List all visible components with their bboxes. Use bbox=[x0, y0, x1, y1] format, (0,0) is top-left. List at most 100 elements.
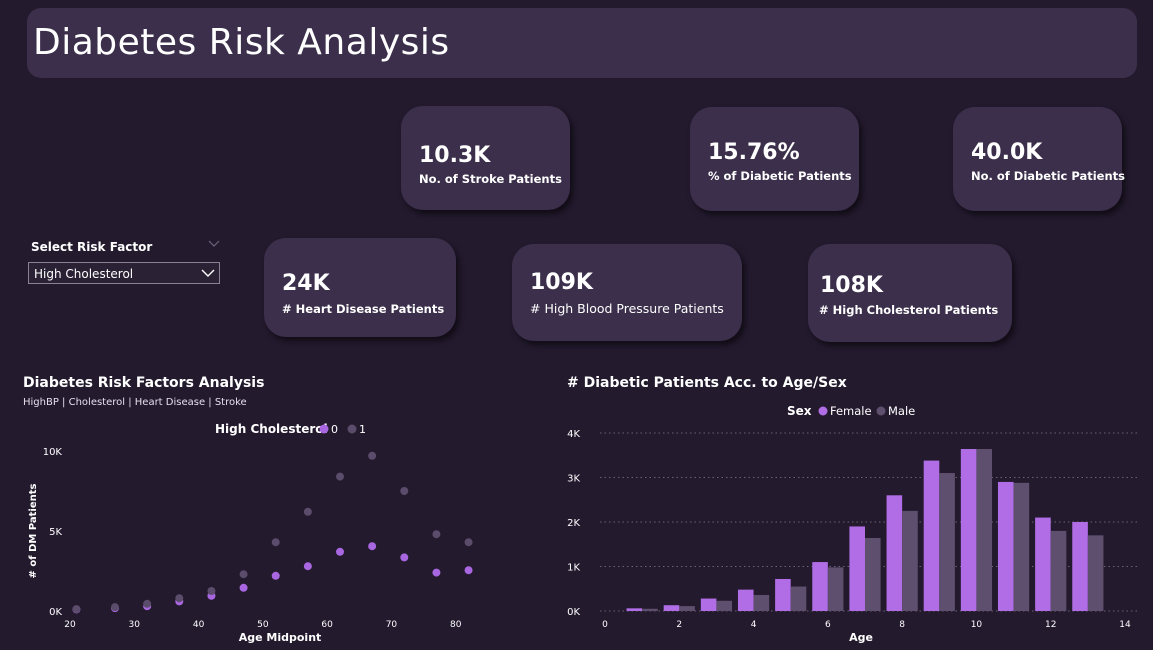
kpi-diabetic-pct-value: 15.76% bbox=[708, 140, 800, 165]
scatter-chart-subtitle: HighBP | Cholesterol | Heart Disease | S… bbox=[23, 397, 247, 408]
bar-female bbox=[737, 589, 754, 611]
bar-x-tick: 10 bbox=[971, 620, 983, 630]
kpi-cholesterol-card: 108K # High Cholesterol Patients bbox=[808, 244, 1012, 342]
scatter-y-tick: 0K bbox=[49, 607, 62, 618]
scatter-point-series-1 bbox=[72, 605, 81, 614]
scatter-point-series-1 bbox=[368, 451, 377, 460]
bar-legend-title: Sex bbox=[787, 404, 812, 418]
bar-male bbox=[1050, 530, 1067, 611]
scatter-y-tick: 5K bbox=[49, 527, 62, 538]
bar-legend-marker-female bbox=[818, 406, 828, 416]
bar-male bbox=[865, 538, 881, 611]
bar-male bbox=[939, 473, 955, 611]
bar-x-tick: 0 bbox=[602, 620, 608, 630]
scatter-legend-marker-1 bbox=[347, 424, 357, 434]
risk-factor-dropdown[interactable]: High Cholesterol bbox=[28, 262, 220, 284]
scatter-legend-label-1: 1 bbox=[359, 423, 366, 436]
bar-chart-title: # Diabetic Patients Acc. to Age/Sex bbox=[567, 375, 847, 391]
bar-male bbox=[753, 594, 770, 611]
scatter-point-series-1 bbox=[303, 507, 312, 516]
scatter-chart-title: Diabetes Risk Factors Analysis bbox=[23, 375, 265, 391]
bar-female bbox=[960, 449, 977, 611]
kpi-bp-card: 109K # High Blood Pressure Patients bbox=[512, 244, 742, 341]
scatter-point-series-1 bbox=[207, 587, 216, 595]
kpi-heart-label: # Heart Disease Patients bbox=[282, 302, 445, 316]
bar-male bbox=[790, 586, 807, 611]
kpi-cholesterol-value: 108K bbox=[820, 273, 883, 298]
scatter-point-series-0 bbox=[303, 562, 312, 571]
bar-male bbox=[1013, 482, 1030, 611]
scatter-point-series-0 bbox=[464, 566, 473, 575]
bar-y-tick: 0K bbox=[567, 607, 580, 618]
scatter-point-series-0 bbox=[432, 568, 441, 577]
scatter-x-tick: 50 bbox=[257, 620, 269, 630]
scatter-x-axis-label: Age Midpoint bbox=[239, 631, 322, 644]
bar-male bbox=[679, 606, 695, 611]
bar-male bbox=[902, 510, 918, 611]
bar-y-tick: 2K bbox=[567, 518, 580, 529]
bar-female bbox=[1072, 522, 1088, 611]
kpi-heart-card: 24K # Heart Disease Patients bbox=[264, 238, 456, 337]
bar-y-tick: 1K bbox=[567, 563, 580, 574]
bar-legend-label-male: Male bbox=[888, 404, 915, 418]
bar-female bbox=[1035, 517, 1051, 611]
bar-female bbox=[626, 608, 643, 611]
scatter-x-tick: 60 bbox=[321, 620, 333, 630]
kpi-diabetic-pct-card: 15.76% % of Diabetic Patients bbox=[690, 107, 859, 211]
kpi-diabetic-count-label: No. of Diabetic Patients bbox=[971, 169, 1125, 183]
scatter-x-tick: 40 bbox=[193, 620, 205, 630]
bar-female bbox=[849, 526, 865, 611]
scatter-x-tick: 80 bbox=[450, 620, 462, 630]
scatter-point-series-0 bbox=[368, 542, 377, 551]
bar-x-tick: 8 bbox=[899, 620, 905, 630]
bar-female bbox=[997, 481, 1014, 611]
slicer-title: Select Risk Factor bbox=[31, 240, 153, 254]
bar-male bbox=[642, 608, 658, 611]
risk-factor-selected: High Cholesterol bbox=[34, 267, 134, 281]
kpi-diabetic-count-card: 40.0K No. of Diabetic Patients bbox=[953, 107, 1125, 211]
chevron-down-icon bbox=[201, 269, 215, 277]
bar-chart: Sex Female Male 0K 1K 2K 3K 4K 0 2 4 6 8 10 12 14 Age bbox=[567, 404, 1140, 644]
bar-x-tick: 6 bbox=[825, 620, 831, 630]
kpi-diabetic-pct-label: % of Diabetic Patients bbox=[708, 169, 852, 183]
bar-male bbox=[976, 449, 993, 611]
bar-legend-marker-male bbox=[876, 406, 886, 416]
bar-female bbox=[700, 598, 717, 611]
bar-female bbox=[663, 605, 680, 611]
bar-y-tick: 3K bbox=[567, 474, 580, 485]
scatter-legend-title: High Cholesterol bbox=[215, 422, 328, 436]
scatter-legend-marker-0 bbox=[319, 424, 329, 434]
kpi-bp-label: # High Blood Pressure Patients bbox=[530, 301, 724, 316]
bar-female bbox=[886, 495, 903, 611]
scatter-x-tick: 20 bbox=[64, 620, 76, 630]
bar-male bbox=[827, 567, 844, 611]
kpi-cholesterol-label: # High Cholesterol Patients bbox=[819, 303, 999, 317]
bar-legend-label-female: Female bbox=[830, 404, 872, 418]
chevron-down-icon[interactable] bbox=[208, 238, 220, 248]
kpi-bp-value: 109K bbox=[530, 270, 593, 295]
kpi-stroke-value: 10.3K bbox=[419, 143, 491, 168]
scatter-point-series-0 bbox=[400, 553, 409, 562]
scatter-x-tick: 70 bbox=[386, 620, 398, 630]
scatter-point-series-1 bbox=[175, 594, 184, 603]
scatter-y-tick: 10K bbox=[43, 447, 63, 458]
title-bar: Diabetes Risk Analysis bbox=[27, 8, 1137, 78]
bar-male bbox=[1087, 535, 1104, 611]
scatter-point-series-0 bbox=[239, 583, 248, 592]
scatter-point-series-1 bbox=[432, 530, 441, 539]
bar-female bbox=[812, 562, 828, 611]
scatter-y-axis-label: # of DM Patients bbox=[28, 483, 39, 578]
scatter-point-series-0 bbox=[271, 571, 280, 580]
bar-x-tick: 12 bbox=[1045, 620, 1056, 630]
scatter-point-series-1 bbox=[464, 538, 473, 547]
scatter-point-series-1 bbox=[271, 538, 280, 547]
scatter-point-series-1 bbox=[143, 599, 152, 608]
bar-x-axis-label: Age bbox=[849, 631, 873, 644]
bar-female bbox=[923, 460, 940, 611]
bar-y-tick: 4K bbox=[567, 429, 580, 440]
kpi-stroke-label: No. of Stroke Patients bbox=[419, 172, 562, 186]
scatter-legend-label-0: 0 bbox=[331, 423, 338, 436]
kpi-diabetic-count-value: 40.0K bbox=[971, 140, 1043, 165]
bar-male bbox=[716, 600, 733, 611]
bar-x-tick: 2 bbox=[676, 620, 682, 630]
